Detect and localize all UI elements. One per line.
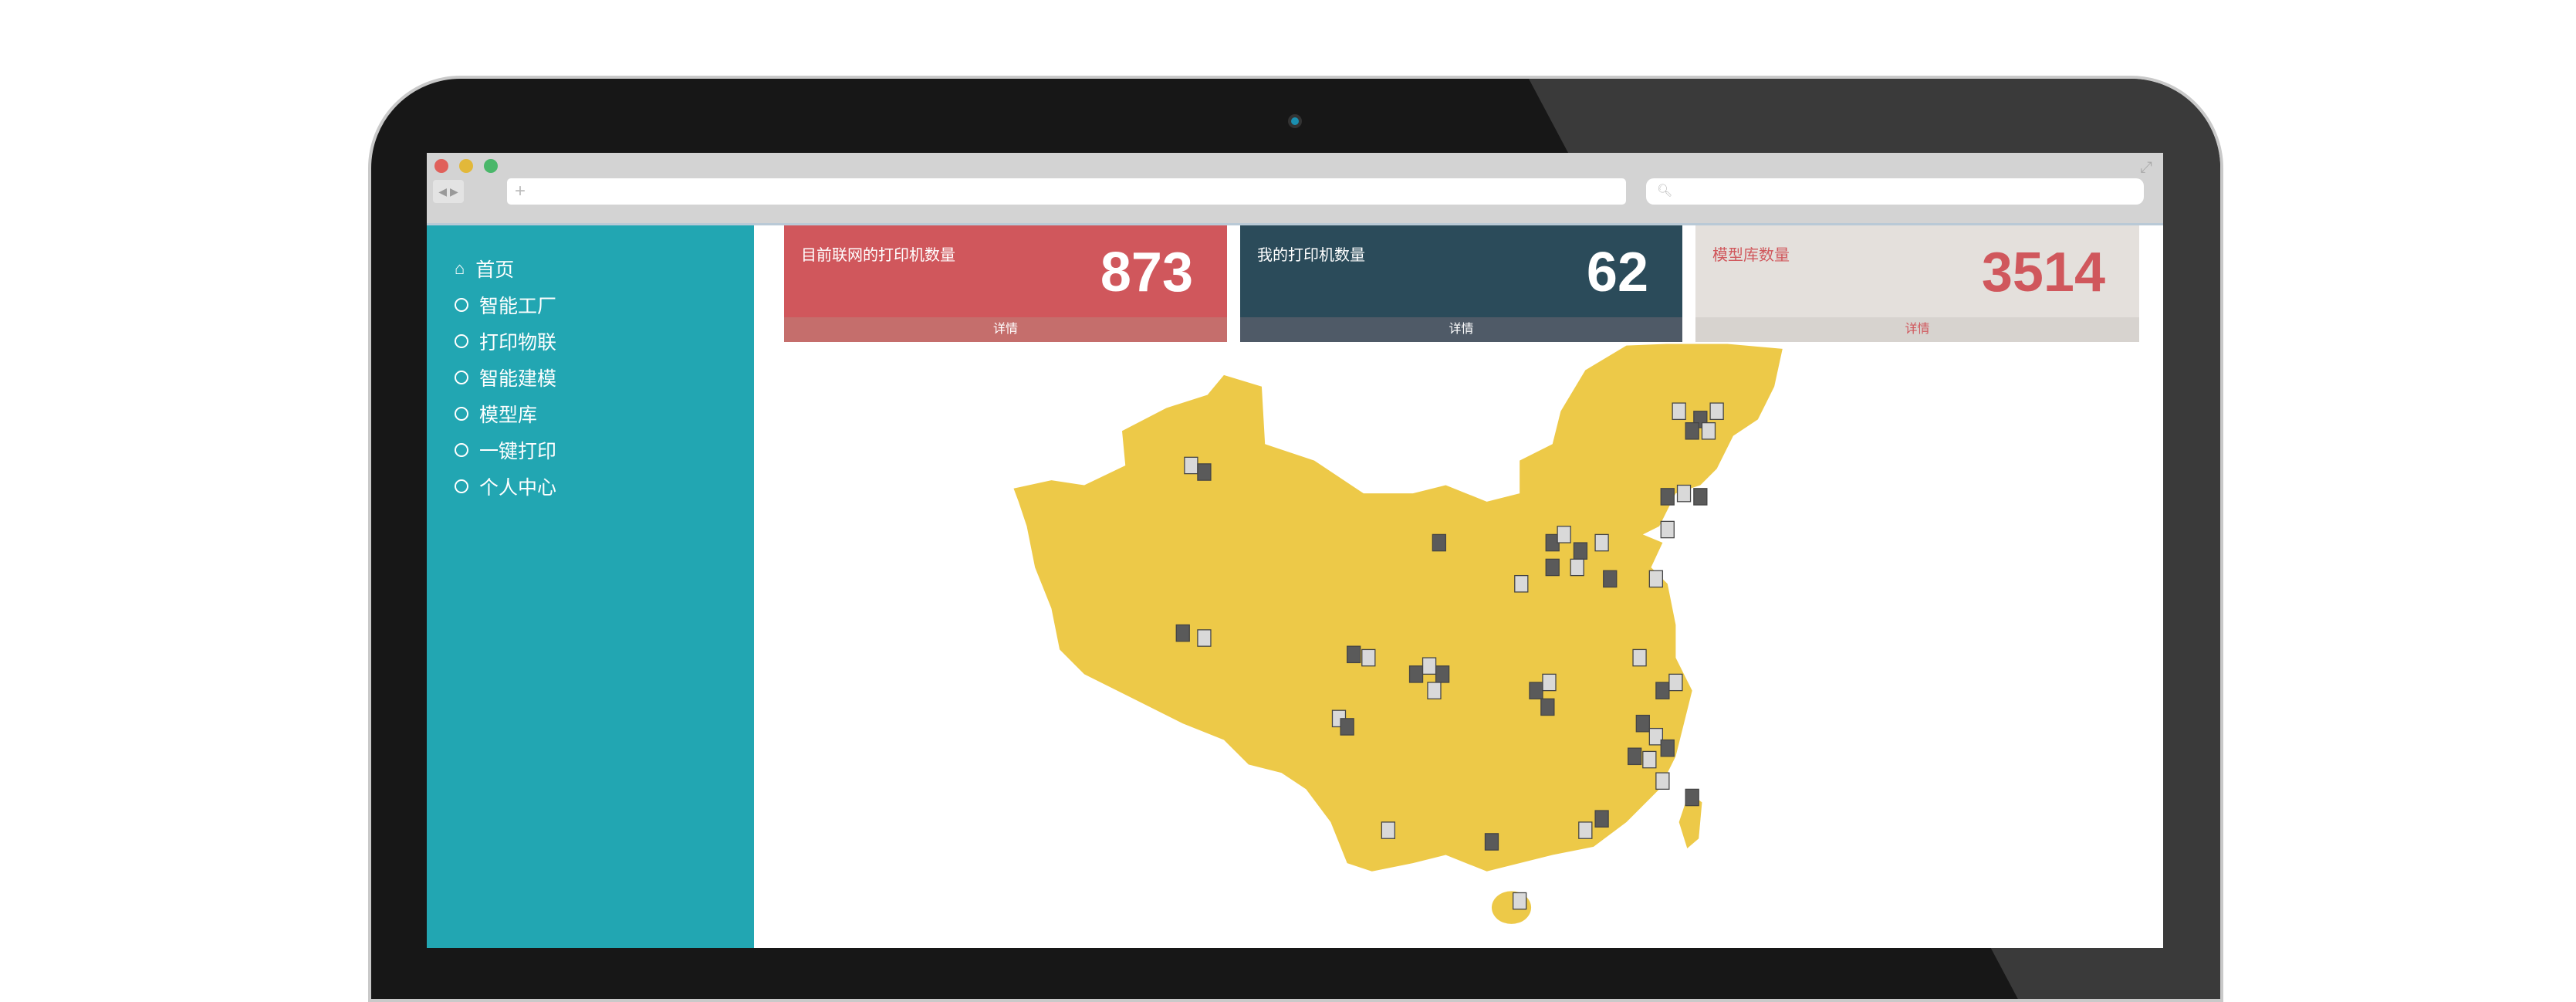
printer-icon[interactable]	[1197, 463, 1212, 481]
details-link[interactable]: 详情	[784, 317, 1227, 342]
printer-icon[interactable]	[1676, 484, 1692, 503]
card-title: 我的打印机数量	[1257, 247, 1365, 264]
printer-icon[interactable]	[1685, 421, 1699, 440]
sidebar-item-model-library[interactable]: 模型库	[455, 400, 537, 428]
sidebar-item-label: 模型库	[479, 405, 538, 426]
printer-icon[interactable]	[1513, 892, 1527, 910]
back-forward-buttons[interactable]: ◀ ▶	[433, 180, 464, 203]
sidebar-item-label: 个人中心	[479, 477, 557, 499]
china-printer-map	[1013, 344, 1783, 924]
printer-icon[interactable]	[1594, 533, 1609, 552]
printer-icon[interactable]	[1672, 402, 1686, 421]
printer-icon[interactable]	[1701, 421, 1716, 440]
printer-icon[interactable]	[1540, 698, 1555, 716]
printer-icon[interactable]	[1545, 558, 1560, 577]
printer-icon[interactable]	[1685, 788, 1699, 807]
china-mainland-region	[1013, 344, 1783, 872]
sidebar-item-label: 智能工厂	[479, 296, 557, 317]
sidebar-item-home[interactable]: ⌂ 首页	[455, 255, 514, 283]
minimize-window-button[interactable]	[459, 159, 473, 173]
details-link[interactable]: 详情	[1240, 317, 1682, 342]
printer-icon[interactable]	[1655, 772, 1670, 790]
printer-icon[interactable]	[1570, 558, 1584, 577]
circle-icon	[455, 443, 468, 457]
card-value: 873	[1100, 242, 1193, 303]
printer-icon[interactable]	[1660, 739, 1675, 757]
printer-icon[interactable]	[1484, 833, 1499, 851]
printer-icon[interactable]	[1184, 456, 1198, 475]
sidebar-item-label: 一键打印	[479, 441, 557, 462]
sidebar-item-one-click-print[interactable]: 一键打印	[455, 436, 556, 464]
browser-toolbar: ◀ ▶ + 🔍︎ ⤢	[427, 153, 2163, 225]
printer-icon[interactable]	[1197, 629, 1212, 647]
my-printers-card: 我的打印机数量 62 详情	[1240, 225, 1682, 342]
sidebar-item-print-iot[interactable]: 打印物联	[455, 327, 556, 355]
sidebar-item-smart-modeling[interactable]: 智能建模	[455, 364, 556, 391]
search-icon: 🔍︎	[1657, 184, 1673, 198]
printer-icon[interactable]	[1340, 718, 1354, 736]
printer-icon[interactable]	[1529, 682, 1543, 699]
printer-icon[interactable]	[1422, 657, 1437, 675]
home-icon: ⌂	[455, 259, 465, 278]
printer-icon[interactable]	[1632, 648, 1647, 667]
printer-icon[interactable]	[1668, 673, 1683, 692]
printer-icon[interactable]	[1361, 648, 1376, 667]
printer-icon[interactable]	[1573, 542, 1588, 560]
printer-icon[interactable]	[1603, 570, 1618, 588]
sidebar-item-label: 智能建模	[479, 368, 557, 390]
card-value: 62	[1586, 242, 1648, 303]
printer-icon[interactable]	[1655, 682, 1670, 699]
printer-icon[interactable]	[1578, 821, 1593, 839]
printer-icon[interactable]	[1427, 682, 1442, 699]
sidebar: ⌂ 首页 智能工厂 打印物联 智能建模 模型库 一键打印 个人中心	[427, 225, 754, 948]
circle-icon	[455, 479, 468, 493]
card-value: 3514	[1981, 242, 2105, 303]
printer-icon[interactable]	[1642, 750, 1657, 769]
printer-icon[interactable]	[1542, 673, 1557, 692]
sidebar-item-label: 打印物联	[479, 332, 557, 354]
printer-icon[interactable]	[1381, 821, 1396, 839]
circle-icon	[455, 371, 468, 384]
model-library-card: 模型库数量 3514 详情	[1695, 225, 2139, 342]
printer-icon[interactable]	[1635, 714, 1650, 733]
printer-icon[interactable]	[1175, 624, 1190, 642]
circle-icon	[455, 407, 468, 421]
printer-icon[interactable]	[1435, 665, 1450, 683]
printer-icon[interactable]	[1594, 810, 1609, 828]
circle-icon	[455, 298, 468, 312]
card-title: 模型库数量	[1712, 247, 1790, 264]
printer-icon[interactable]	[1346, 645, 1361, 664]
circle-icon	[455, 334, 468, 348]
printer-icon[interactable]	[1648, 570, 1664, 588]
sidebar-item-personal-center[interactable]: 个人中心	[455, 472, 556, 500]
printer-icon[interactable]	[1514, 574, 1529, 593]
online-printers-card: 目前联网的打印机数量 873 详情	[784, 225, 1227, 342]
printer-icon[interactable]	[1660, 488, 1675, 506]
printer-icon[interactable]	[1648, 727, 1664, 746]
card-title: 目前联网的打印机数量	[801, 247, 955, 264]
details-link[interactable]: 详情	[1695, 317, 2139, 342]
printer-icon[interactable]	[1408, 665, 1424, 683]
maximize-window-button[interactable]	[484, 159, 498, 173]
printer-icon[interactable]	[1628, 747, 1642, 766]
taiwan-region	[1678, 792, 1702, 849]
fullscreen-icon[interactable]: ⤢	[2140, 159, 2152, 176]
printer-icon[interactable]	[1432, 533, 1447, 552]
sidebar-item-label: 首页	[475, 259, 515, 281]
camera-icon	[1288, 114, 1302, 128]
printer-icon[interactable]	[1709, 402, 1724, 421]
search-bar[interactable]: 🔍︎	[1646, 178, 2144, 205]
address-bar[interactable]: +	[507, 178, 1626, 205]
printer-icon[interactable]	[1693, 488, 1708, 506]
printer-icon[interactable]	[1660, 520, 1675, 539]
printer-icon[interactable]	[1557, 526, 1571, 543]
close-window-button[interactable]	[434, 159, 448, 173]
sidebar-item-smart-factory[interactable]: 智能工厂	[455, 291, 556, 319]
